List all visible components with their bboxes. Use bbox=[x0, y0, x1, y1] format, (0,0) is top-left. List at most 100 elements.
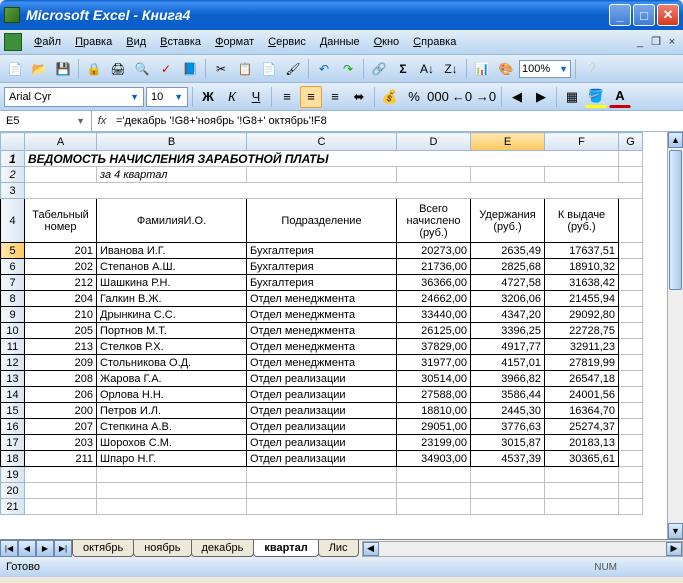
sheet-tab-квартал[interactable]: квартал bbox=[253, 540, 318, 557]
cell-B6[interactable]: Степанов А.Ш. bbox=[97, 259, 247, 275]
close-button[interactable]: ✕ bbox=[657, 4, 679, 26]
row-header-1[interactable]: 1 bbox=[1, 151, 25, 167]
cell-C18[interactable]: Отдел реализации bbox=[247, 451, 397, 467]
cell-D14[interactable]: 27588,00 bbox=[397, 387, 471, 403]
currency-button[interactable]: 💰 bbox=[379, 86, 401, 108]
align-right-button[interactable]: ≡ bbox=[324, 86, 346, 108]
paste-button[interactable]: 📄 bbox=[258, 58, 280, 80]
new-button[interactable]: 📄 bbox=[4, 58, 26, 80]
scroll-thumb[interactable] bbox=[669, 150, 682, 290]
cell-D18[interactable]: 34903,00 bbox=[397, 451, 471, 467]
cell-C12[interactable]: Отдел менеджмента bbox=[247, 355, 397, 371]
sheet-tab-ноябрь[interactable]: ноябрь bbox=[133, 540, 191, 557]
row-header-12[interactable]: 12 bbox=[1, 355, 25, 371]
cell-A16[interactable]: 207 bbox=[25, 419, 97, 435]
menu-Окно[interactable]: Окно bbox=[368, 34, 406, 50]
copy-button[interactable]: 📋 bbox=[234, 58, 256, 80]
row-header-10[interactable]: 10 bbox=[1, 323, 25, 339]
cell-B8[interactable]: Галкин В.Ж. bbox=[97, 291, 247, 307]
row-header-6[interactable]: 6 bbox=[1, 259, 25, 275]
cell-B18[interactable]: Шпаро Н.Г. bbox=[97, 451, 247, 467]
row-header-18[interactable]: 18 bbox=[1, 451, 25, 467]
cell-E8[interactable]: 3206,06 bbox=[471, 291, 545, 307]
cell-D7[interactable]: 36366,00 bbox=[397, 275, 471, 291]
cell-A11[interactable]: 213 bbox=[25, 339, 97, 355]
cell-C10[interactable]: Отдел менеджмента bbox=[247, 323, 397, 339]
cell-B11[interactable]: Стелков Р.Х. bbox=[97, 339, 247, 355]
cell-C13[interactable]: Отдел реализации bbox=[247, 371, 397, 387]
cell-F9[interactable]: 29092,80 bbox=[545, 307, 619, 323]
worksheet-grid[interactable]: ABCDEFG 1ВЕДОМОСТЬ НАЧИСЛЕНИЯ ЗАРАБОТНОЙ… bbox=[0, 132, 643, 515]
comma-button[interactable]: 000 bbox=[427, 86, 449, 108]
cell-C11[interactable]: Отдел менеджмента bbox=[247, 339, 397, 355]
vertical-scrollbar[interactable]: ▲ ▼ bbox=[667, 132, 683, 539]
doc-close-button[interactable]: × bbox=[665, 35, 679, 49]
font-size-combo[interactable]: 10▼ bbox=[146, 87, 188, 107]
tab-first-button[interactable]: |◀ bbox=[0, 540, 18, 557]
cell-D8[interactable]: 24662,00 bbox=[397, 291, 471, 307]
doc-restore-button[interactable]: ❐ bbox=[649, 35, 663, 49]
cell-A7[interactable]: 212 bbox=[25, 275, 97, 291]
cell-B10[interactable]: Портнов М.Т. bbox=[97, 323, 247, 339]
format-painter-button[interactable]: 🖌 bbox=[282, 58, 304, 80]
cell-E17[interactable]: 3015,87 bbox=[471, 435, 545, 451]
cell-F14[interactable]: 24001,56 bbox=[545, 387, 619, 403]
menu-Вставка[interactable]: Вставка bbox=[154, 34, 207, 50]
cell-F12[interactable]: 27819,99 bbox=[545, 355, 619, 371]
row-header-2[interactable]: 2 bbox=[1, 167, 25, 183]
cell-A8[interactable]: 204 bbox=[25, 291, 97, 307]
italic-button[interactable]: К bbox=[221, 86, 243, 108]
font-color-button[interactable]: A bbox=[609, 86, 631, 108]
scroll-left-button[interactable]: ◀ bbox=[363, 542, 379, 556]
increase-indent-button[interactable]: ▶ bbox=[530, 86, 552, 108]
row-header-14[interactable]: 14 bbox=[1, 387, 25, 403]
cell-E12[interactable]: 4157,01 bbox=[471, 355, 545, 371]
fx-button[interactable]: fx bbox=[92, 115, 112, 127]
cell-C15[interactable]: Отдел реализации bbox=[247, 403, 397, 419]
cell-B16[interactable]: Степкина А.В. bbox=[97, 419, 247, 435]
cell-E14[interactable]: 3586,44 bbox=[471, 387, 545, 403]
table-header-0[interactable]: Табельный номер bbox=[25, 199, 97, 243]
cell-E7[interactable]: 4727,58 bbox=[471, 275, 545, 291]
menu-Правка[interactable]: Правка bbox=[69, 34, 118, 50]
drawing-button[interactable]: 🎨 bbox=[495, 58, 517, 80]
help-button[interactable]: ❔ bbox=[580, 58, 602, 80]
research-button[interactable]: 📘 bbox=[179, 58, 201, 80]
cell-C7[interactable]: Бухгалтерия bbox=[247, 275, 397, 291]
spellcheck-button[interactable]: ✓ bbox=[155, 58, 177, 80]
cell-E10[interactable]: 3396,25 bbox=[471, 323, 545, 339]
sheet-tab-октябрь[interactable]: октябрь bbox=[72, 540, 134, 557]
row-header-5[interactable]: 5 bbox=[1, 243, 25, 259]
decrease-indent-button[interactable]: ◀ bbox=[506, 86, 528, 108]
cell-D17[interactable]: 23199,00 bbox=[397, 435, 471, 451]
menu-Формат[interactable]: Формат bbox=[209, 34, 260, 50]
col-header-B[interactable]: B bbox=[97, 133, 247, 151]
cell-B17[interactable]: Шорохов С.М. bbox=[97, 435, 247, 451]
cell-C6[interactable]: Бухгалтерия bbox=[247, 259, 397, 275]
undo-button[interactable]: ↶ bbox=[313, 58, 335, 80]
horizontal-scrollbar[interactable]: ◀ ▶ bbox=[362, 541, 683, 557]
cell-E16[interactable]: 3776,63 bbox=[471, 419, 545, 435]
percent-button[interactable]: % bbox=[403, 86, 425, 108]
tab-prev-button[interactable]: ◀ bbox=[18, 540, 36, 557]
sort-desc-button[interactable]: Z↓ bbox=[440, 58, 462, 80]
cell-F7[interactable]: 31638,42 bbox=[545, 275, 619, 291]
cell-B12[interactable]: Стольникова О.Д. bbox=[97, 355, 247, 371]
minimize-button[interactable]: _ bbox=[609, 4, 631, 26]
table-header-2[interactable]: Подразделение bbox=[247, 199, 397, 243]
select-all-corner[interactable] bbox=[1, 133, 25, 151]
formula-input[interactable]: ='декабрь '!G8+'ноябрь '!G8+' октябрь'!F… bbox=[112, 115, 683, 127]
cell-C16[interactable]: Отдел реализации bbox=[247, 419, 397, 435]
row-header-20[interactable]: 20 bbox=[1, 483, 25, 499]
cell-F11[interactable]: 32911,23 bbox=[545, 339, 619, 355]
cell-C17[interactable]: Отдел реализации bbox=[247, 435, 397, 451]
cell-D11[interactable]: 37829,00 bbox=[397, 339, 471, 355]
cell-F16[interactable]: 25274,37 bbox=[545, 419, 619, 435]
menu-Файл[interactable]: Файл bbox=[28, 34, 67, 50]
col-header-A[interactable]: A bbox=[25, 133, 97, 151]
row-header-15[interactable]: 15 bbox=[1, 403, 25, 419]
autosum-button[interactable]: Σ bbox=[392, 58, 414, 80]
cell-A5[interactable]: 201 bbox=[25, 243, 97, 259]
cell-D13[interactable]: 30514,00 bbox=[397, 371, 471, 387]
row-header-7[interactable]: 7 bbox=[1, 275, 25, 291]
